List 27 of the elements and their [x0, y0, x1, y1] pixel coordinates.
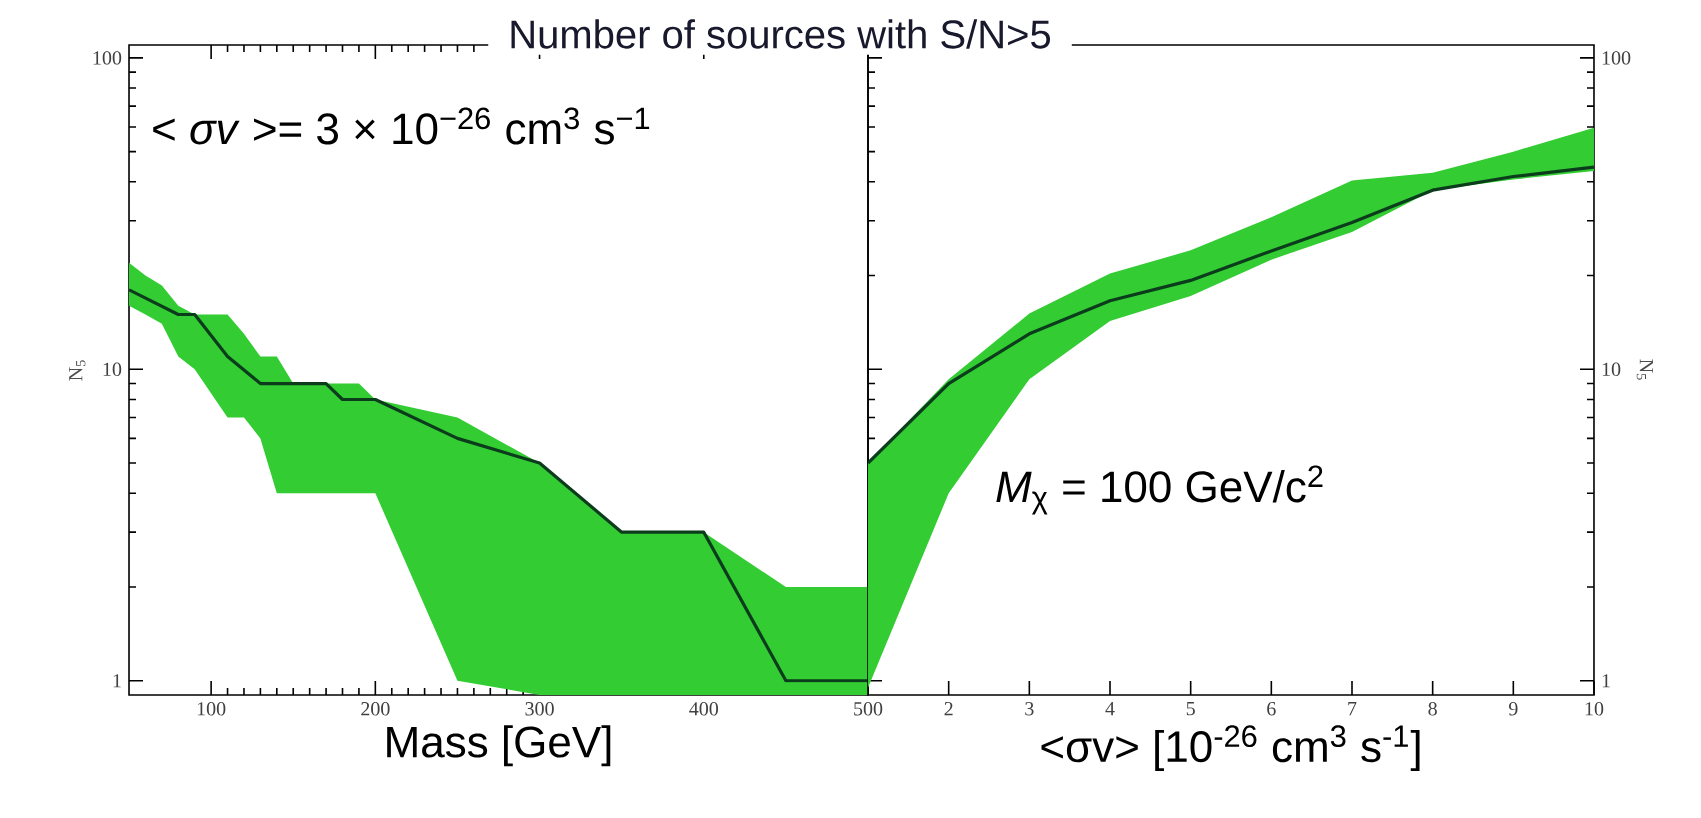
y-axis-title: N$_{5}$ — [1636, 359, 1653, 380]
x-tick-label: 6 — [1267, 702, 1276, 716]
x-tick-label: 500 — [854, 702, 883, 716]
y-tick-label: 1 — [113, 674, 121, 688]
y-tick-label: 1 — [1602, 674, 1610, 688]
x-tick-label: 300 — [525, 702, 554, 716]
x-tick-label: 4 — [1105, 702, 1115, 716]
y-tick-label: 10 — [103, 362, 122, 377]
x-tick-label: 7 — [1348, 702, 1357, 716]
x-tick-label: 2 — [944, 702, 953, 716]
chart-title: Number of sources with S/N>5 — [511, 19, 1051, 49]
annotation: < σv >= 3 × 10$^{−26}$ cm$^{3}$ s$^{−1}$ — [153, 107, 650, 145]
y-tick-label: 10 — [1602, 362, 1621, 377]
x-tick-label: 100 — [197, 702, 226, 716]
x-tick-label: 400 — [689, 702, 719, 716]
x-tick-label: 3 — [1025, 702, 1034, 716]
x-tick-label: 9 — [1508, 702, 1518, 716]
y-axis-title: N$_{5}$ — [69, 360, 86, 381]
x-tick-label: 5 — [1186, 702, 1195, 716]
x-tick-label: 10 — [1585, 702, 1604, 716]
x-tick-label: 8 — [1428, 702, 1437, 716]
annotation: M$_{χ}$ = 100 GeV/c$^{2}$ — [996, 465, 1323, 515]
x-axis-title: <σv> [10$^{-26}$ cm$^{3}$ s$^{-1}$] — [1041, 725, 1420, 771]
x-axis-title: Mass [GeV] — [387, 725, 611, 767]
y-tick-label: 100 — [93, 51, 122, 65]
y-tick-label: 100 — [1602, 51, 1631, 65]
x-tick-label: 200 — [361, 702, 390, 716]
